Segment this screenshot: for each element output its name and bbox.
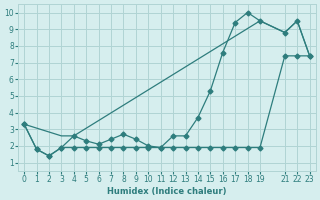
X-axis label: Humidex (Indice chaleur): Humidex (Indice chaleur) (107, 187, 227, 196)
